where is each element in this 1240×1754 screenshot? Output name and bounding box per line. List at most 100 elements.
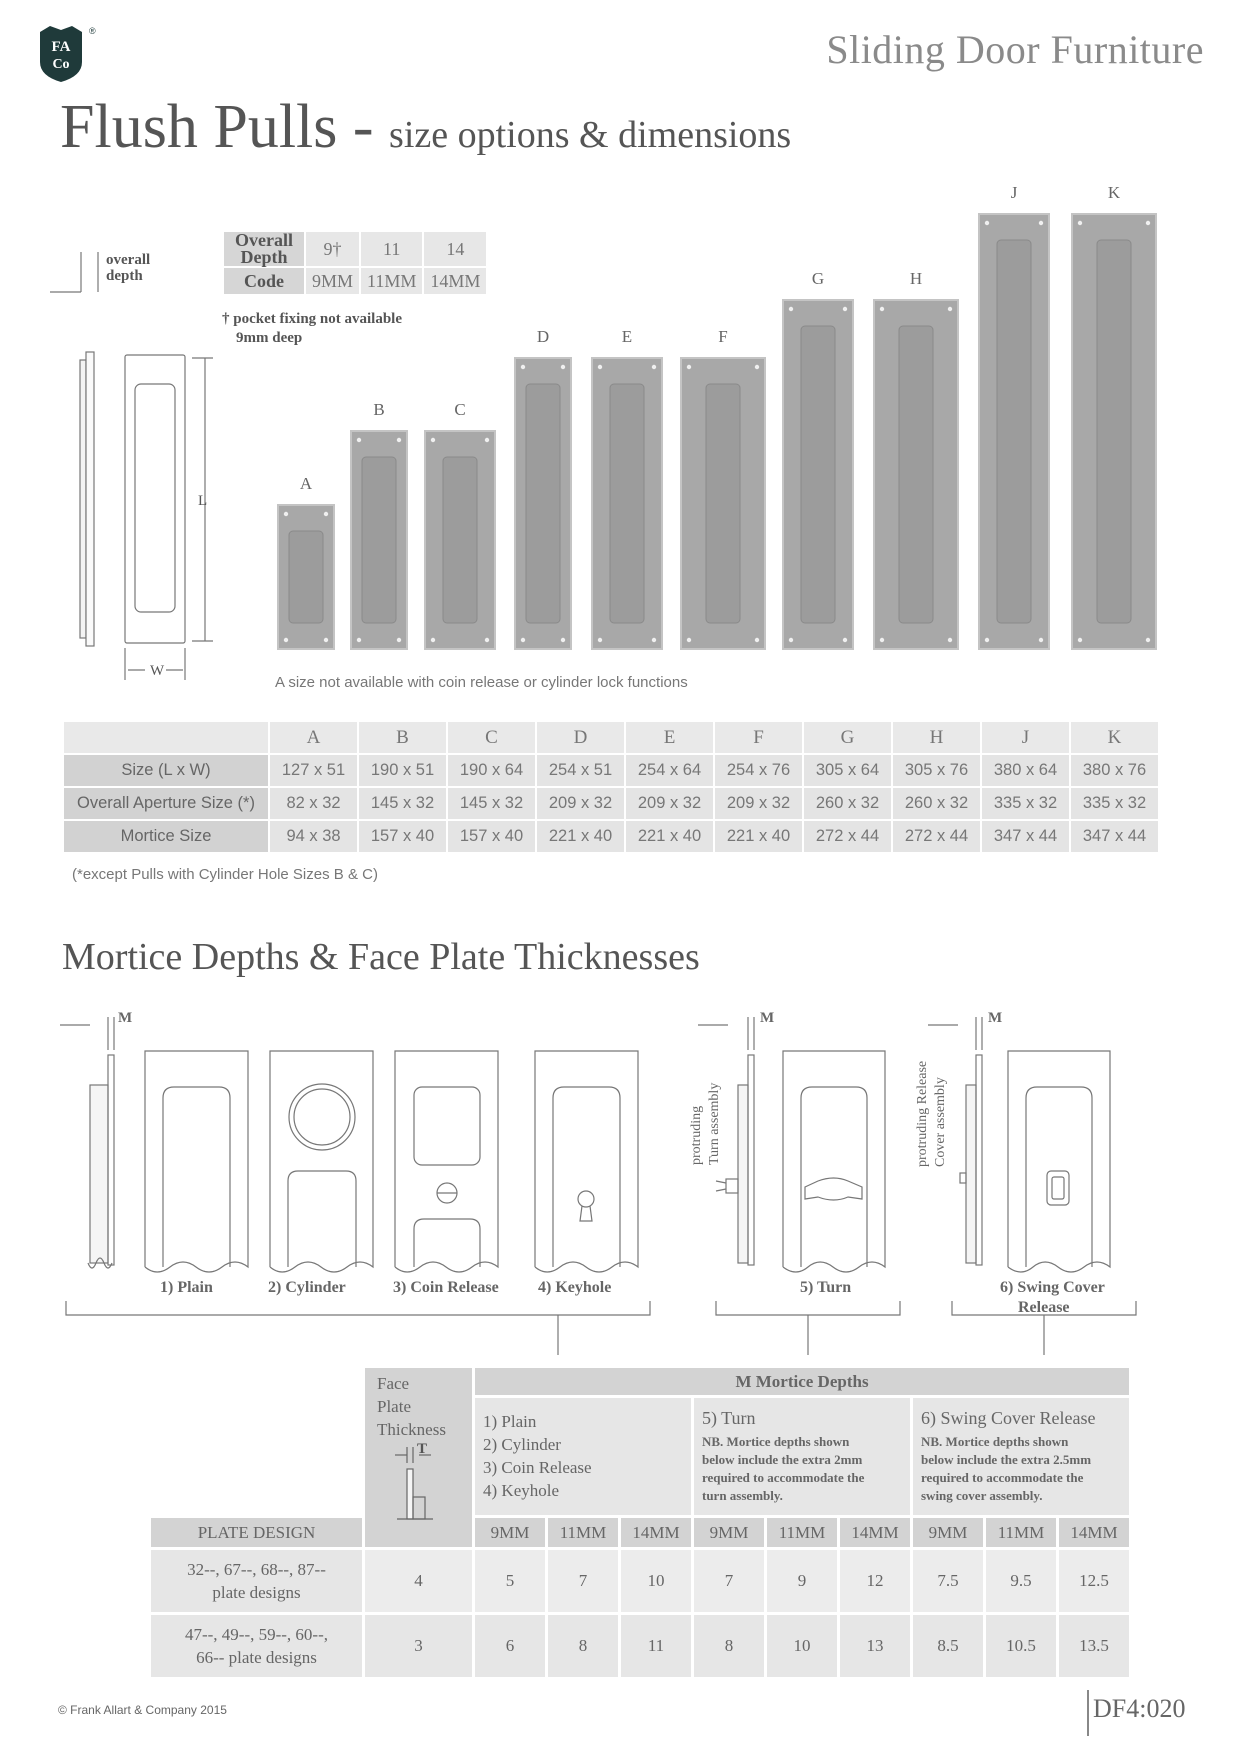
plate-letter: B: [373, 400, 384, 419]
m-label-1: M: [118, 1010, 132, 1026]
pull-size-illustration: overall depth L W A B C D E F G H J K: [50, 183, 1157, 680]
size-a-note: A size not available with coin release o…: [275, 674, 688, 691]
screw-hole: [879, 637, 885, 643]
depth-table: Overall Depth 9† 11 14 Code 9MM 11MM 14MM: [222, 230, 489, 296]
plate-plain: [144, 1050, 249, 1273]
mortice-cell: 272 x 44: [891, 819, 982, 854]
size-col-head: K: [1069, 720, 1160, 755]
aperture-cell: 335 x 32: [1069, 786, 1160, 821]
profile-plain-group: [60, 1017, 115, 1269]
size-cell: 254 x 64: [624, 753, 715, 788]
pull-plate-k: K: [1071, 183, 1157, 650]
plate-recess: [705, 383, 741, 624]
depth-cell: 9†: [303, 230, 362, 268]
logo-registered: ®: [89, 26, 96, 36]
col-head: 14MM: [837, 1515, 913, 1550]
size-cell: 305 x 64: [802, 753, 893, 788]
size-col-head: C: [446, 720, 537, 755]
size-col-head: B: [357, 720, 448, 755]
overall-depth-label: overall: [106, 252, 150, 268]
depth-label: Overall Depth: [222, 230, 306, 268]
screw-hole: [879, 306, 885, 312]
depth-cell: 5: [472, 1547, 548, 1615]
depth-cell: 12: [837, 1547, 913, 1615]
screw-hole: [520, 364, 526, 370]
screw-hole: [984, 637, 990, 643]
depth-cell: 7.5: [910, 1547, 986, 1615]
screw-hole: [356, 637, 362, 643]
pull-plate-f: F: [680, 327, 766, 650]
aperture-row: Overall Aperture Size (*) 82 x 32 145 x …: [62, 786, 1160, 821]
thickness-cell: 3: [362, 1612, 475, 1680]
caption-keyhole: 4) Keyhole: [538, 1279, 611, 1296]
company-logo: FA Co ®: [36, 24, 96, 82]
caption-plain: 1) Plain: [160, 1279, 213, 1296]
profile-swing-group: [928, 1017, 983, 1266]
pull-plate-h: H: [873, 269, 959, 650]
swing-assembly-label-2: Cover assembly: [933, 1077, 948, 1167]
mortice-cell: 221 x 40: [535, 819, 626, 854]
size-table-note: (*except Pulls with Cylinder Hole Sizes …: [72, 866, 378, 883]
plate-cylinder: [269, 1050, 374, 1273]
group-turn: 5) Turn NB. Mortice depths shown below in…: [691, 1395, 913, 1518]
face-plate-label-2: Plate: [377, 1397, 411, 1416]
group-plain-list: 1) Plain 2) Cylinder 3) Coin Release 4) …: [472, 1395, 694, 1518]
plate-swing-cover: [1007, 1050, 1111, 1273]
code-label: Code: [222, 266, 306, 296]
side-profile-diagram: [50, 252, 213, 680]
grouping-brackets: [65, 1301, 1137, 1355]
mortice-row: Mortice Size 94 x 38 157 x 40 157 x 40 2…: [62, 819, 1160, 854]
page-code: DF4:020: [1093, 1694, 1186, 1723]
depth-cell: 13: [837, 1612, 913, 1680]
size-col-head: G: [802, 720, 893, 755]
depth-note: † pocket fixing not available 9mm deep: [222, 311, 403, 346]
col-head: 9MM: [910, 1515, 986, 1550]
screw-hole: [283, 511, 289, 517]
face-plate-label-3: Thickness: [377, 1420, 446, 1439]
screw-hole: [323, 637, 329, 643]
plate-recess: [288, 530, 324, 624]
footer-copyright: © Frank Allart & Company 2015: [58, 1703, 227, 1717]
pull-plate-g: G: [782, 269, 854, 650]
face-plate-label-1: Face: [377, 1374, 410, 1393]
screw-hole: [430, 637, 436, 643]
t-label: T: [417, 1441, 427, 1457]
mortice-cell: 347 x 44: [980, 819, 1071, 854]
screw-hole: [484, 637, 490, 643]
screw-hole: [356, 437, 362, 443]
plate-letter: E: [622, 327, 632, 346]
pull-plate-a: A: [277, 474, 335, 650]
depth-cell: 8: [545, 1612, 621, 1680]
screw-hole: [788, 306, 794, 312]
screw-hole: [686, 364, 692, 370]
depth-row: 47--, 49--, 59--, 60--, 66-- plate design…: [148, 1612, 1132, 1680]
depth-cell: 8.5: [910, 1612, 986, 1680]
width-label: W: [150, 663, 165, 679]
aperture-cell: 145 x 32: [446, 786, 537, 821]
depth-cell: 10: [764, 1612, 840, 1680]
pull-plates: A B C D E F G H J K: [277, 183, 1157, 650]
mortice-cell: 94 x 38: [268, 819, 359, 854]
depth-cell: 8: [691, 1612, 767, 1680]
pull-plate-j: J: [978, 183, 1050, 650]
mortice-diagrams: M M M protruding Turn assembly protrudin…: [60, 1010, 1137, 1355]
screw-hole: [1077, 220, 1083, 226]
screw-hole: [597, 364, 603, 370]
mortice-cell: 272 x 44: [802, 819, 893, 854]
screw-hole: [1145, 637, 1151, 643]
screw-hole: [686, 637, 692, 643]
face-plate-thickness-head: Face Plate Thickness T: [362, 1365, 475, 1550]
mortice-row-label: Mortice Size: [62, 819, 270, 854]
depth-cell: 7: [691, 1547, 767, 1615]
plate-letter: K: [1108, 183, 1121, 202]
logo-text-2: Co: [52, 57, 69, 72]
mortice-cell: 157 x 40: [357, 819, 448, 854]
plate-letter: A: [300, 474, 313, 493]
plate-recess: [442, 456, 478, 624]
screw-hole: [560, 364, 566, 370]
size-col-head: H: [891, 720, 982, 755]
plate-letter: J: [1011, 183, 1018, 202]
depth-cell: 11: [618, 1612, 694, 1680]
size-table-header: A B C D E F G H J K: [62, 720, 1160, 755]
col-head: 9MM: [691, 1515, 767, 1550]
